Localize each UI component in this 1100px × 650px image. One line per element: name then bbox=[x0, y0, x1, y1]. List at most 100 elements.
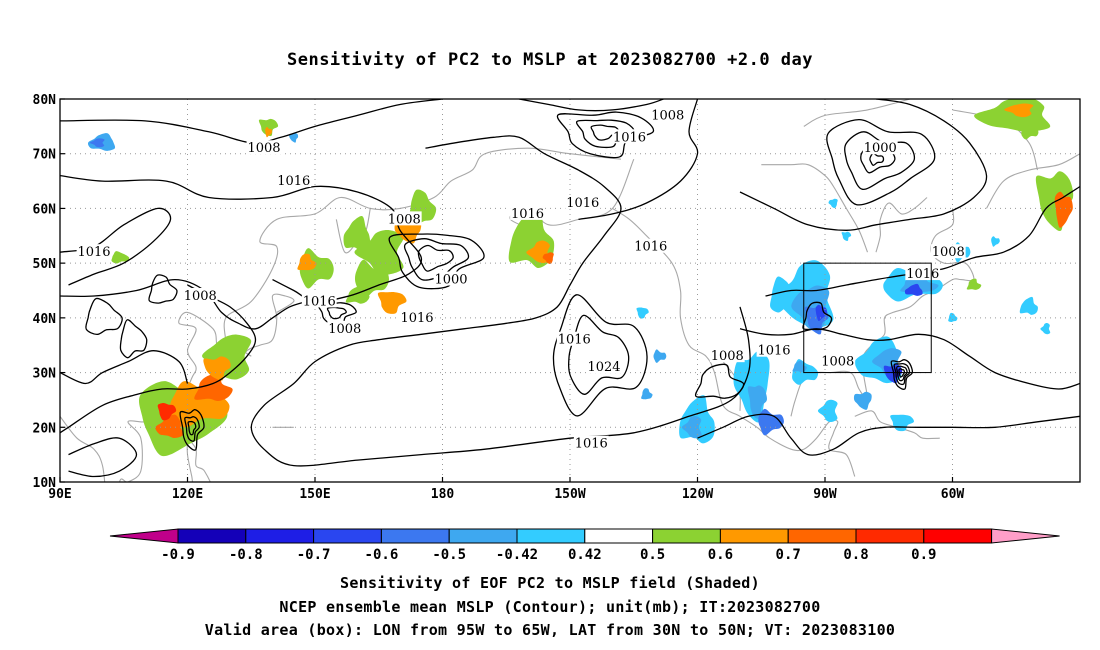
coastline bbox=[186, 437, 211, 482]
plot-title: Sensitivity of PC2 to MSLP at 2023082700… bbox=[286, 50, 813, 70]
mslp-isobar bbox=[60, 350, 189, 385]
sensitivity-region bbox=[155, 414, 184, 439]
mslp-isobar bbox=[60, 99, 443, 144]
mslp-isobar bbox=[694, 363, 745, 399]
lat-label: 20N bbox=[33, 421, 57, 436]
sensitivity-region bbox=[1004, 103, 1034, 118]
contour-label: 1008 bbox=[651, 108, 684, 123]
lat-label: 80N bbox=[33, 93, 57, 108]
lon-label: 150E bbox=[299, 487, 330, 502]
contour-label-bg bbox=[556, 331, 592, 346]
mslp-isobar bbox=[826, 118, 936, 206]
sensitivity-region bbox=[168, 381, 230, 428]
mslp-isobar bbox=[739, 328, 1080, 390]
sensitivity-region bbox=[853, 391, 872, 410]
mslp-isobar bbox=[60, 284, 257, 434]
sensitivity-region bbox=[394, 219, 422, 244]
sensitivity-region bbox=[974, 99, 1051, 132]
sensitivity-region bbox=[354, 229, 404, 275]
mslp-isobar bbox=[68, 437, 138, 478]
contour-label-bg bbox=[633, 238, 669, 253]
sensitivity-region bbox=[265, 126, 273, 138]
sensitivity-region bbox=[258, 118, 279, 137]
sensitivity-region bbox=[377, 292, 407, 314]
mslp-isobar bbox=[765, 185, 1080, 297]
lon-label: 120W bbox=[682, 487, 713, 502]
sensitivity-region bbox=[1040, 322, 1051, 335]
contour-label-bg bbox=[301, 293, 337, 308]
sensitivity-region bbox=[890, 414, 915, 432]
colorbar-swatch bbox=[313, 528, 382, 544]
lon-label: 90W bbox=[813, 487, 837, 502]
lon-label: 90E bbox=[48, 487, 71, 502]
sensitivity-region bbox=[289, 133, 299, 143]
contour-label-bg bbox=[930, 244, 966, 259]
colorbar-swatch bbox=[448, 528, 518, 544]
mslp-isobar bbox=[739, 99, 988, 231]
mslp-isobar bbox=[556, 111, 655, 159]
colorbar-label: 0.8 bbox=[843, 547, 868, 563]
mslp-isobar bbox=[518, 99, 664, 112]
colorbar-swatch bbox=[787, 528, 857, 544]
colorbar-swatch bbox=[177, 528, 247, 544]
contour-label-bg bbox=[246, 140, 282, 155]
mslp-isobar bbox=[869, 152, 885, 166]
colorbar-label: 0.6 bbox=[708, 547, 733, 563]
lon-label: 60W bbox=[941, 487, 965, 502]
sensitivity-region bbox=[747, 385, 767, 419]
colorbar-swatch bbox=[516, 528, 586, 544]
coastline bbox=[803, 99, 911, 127]
sensitivity-region bbox=[89, 138, 105, 148]
contour-label-bg bbox=[399, 309, 435, 324]
caption-valid-area: Valid area (box): LON from 95W to 65W, L… bbox=[204, 621, 896, 639]
lat-label: 70N bbox=[33, 148, 57, 163]
contour-label-bg bbox=[182, 287, 218, 302]
contour-label: 1008 bbox=[328, 322, 361, 337]
mslp-isobar bbox=[85, 297, 123, 336]
contour-label-bg bbox=[565, 194, 601, 209]
contour-label-bg bbox=[586, 359, 622, 374]
sensitivity-region bbox=[904, 283, 923, 296]
colorbar-swatch bbox=[855, 528, 925, 544]
contour-label: 1016 bbox=[277, 174, 310, 189]
sensitivity-region bbox=[792, 360, 807, 373]
colorbar: -0.9 -0.8 -0.7 -0.6 -0.5 -0.42 0.42 0.5 0.6 0.7 0.… bbox=[109, 528, 1060, 563]
colorbar-label: -0.6 bbox=[365, 547, 399, 563]
mslp-isobar bbox=[578, 99, 699, 221]
sensitivity-region bbox=[1021, 123, 1039, 140]
sensitivity-region bbox=[991, 236, 1000, 247]
colorbar-label: -0.9 bbox=[161, 547, 195, 563]
sensitivity-region bbox=[203, 356, 231, 381]
mslp-isobar bbox=[552, 294, 648, 417]
contour-label: 1016 bbox=[303, 294, 336, 309]
sensitivity-region bbox=[194, 373, 233, 402]
mslp-isobar bbox=[60, 278, 307, 330]
contour-label: 1016 bbox=[558, 333, 591, 348]
caption-contour: NCEP ensemble mean MSLP (Contour); unit(… bbox=[279, 598, 821, 616]
contour-label: 1008 bbox=[711, 349, 744, 364]
sensitivity-region bbox=[1054, 191, 1073, 228]
contour-labels: 1008 1008 1016 1016 1000 1008 1016 1016 1016 1008… bbox=[76, 107, 966, 452]
sensitivity-region bbox=[157, 403, 177, 421]
lat-label: 40N bbox=[33, 312, 57, 327]
sensitivity-region bbox=[297, 253, 317, 271]
contour-label-bg bbox=[573, 435, 609, 450]
contour-label: 1016 bbox=[613, 130, 646, 145]
mslp-isobar bbox=[148, 274, 178, 304]
sensitivity-region bbox=[111, 251, 130, 264]
sensitivity-region bbox=[883, 364, 903, 384]
colorbar-label: -0.8 bbox=[229, 547, 263, 563]
contour-label: 1008 bbox=[932, 245, 965, 260]
colorbar-swatch bbox=[584, 528, 654, 544]
lat-label: 50N bbox=[33, 257, 57, 272]
colorbar-label: -0.42 bbox=[496, 547, 538, 563]
colorbar-label: 0.5 bbox=[640, 547, 665, 563]
sensitivity-region bbox=[343, 215, 371, 252]
colorbar-label: 0.42 bbox=[568, 547, 602, 563]
lat-label: 60N bbox=[33, 202, 57, 217]
mslp-isobar bbox=[179, 408, 205, 451]
sensitivity-region bbox=[828, 198, 838, 209]
contour-label-bg bbox=[612, 129, 647, 144]
sensitivity-region bbox=[354, 259, 390, 301]
sensitivity-region bbox=[345, 286, 370, 304]
